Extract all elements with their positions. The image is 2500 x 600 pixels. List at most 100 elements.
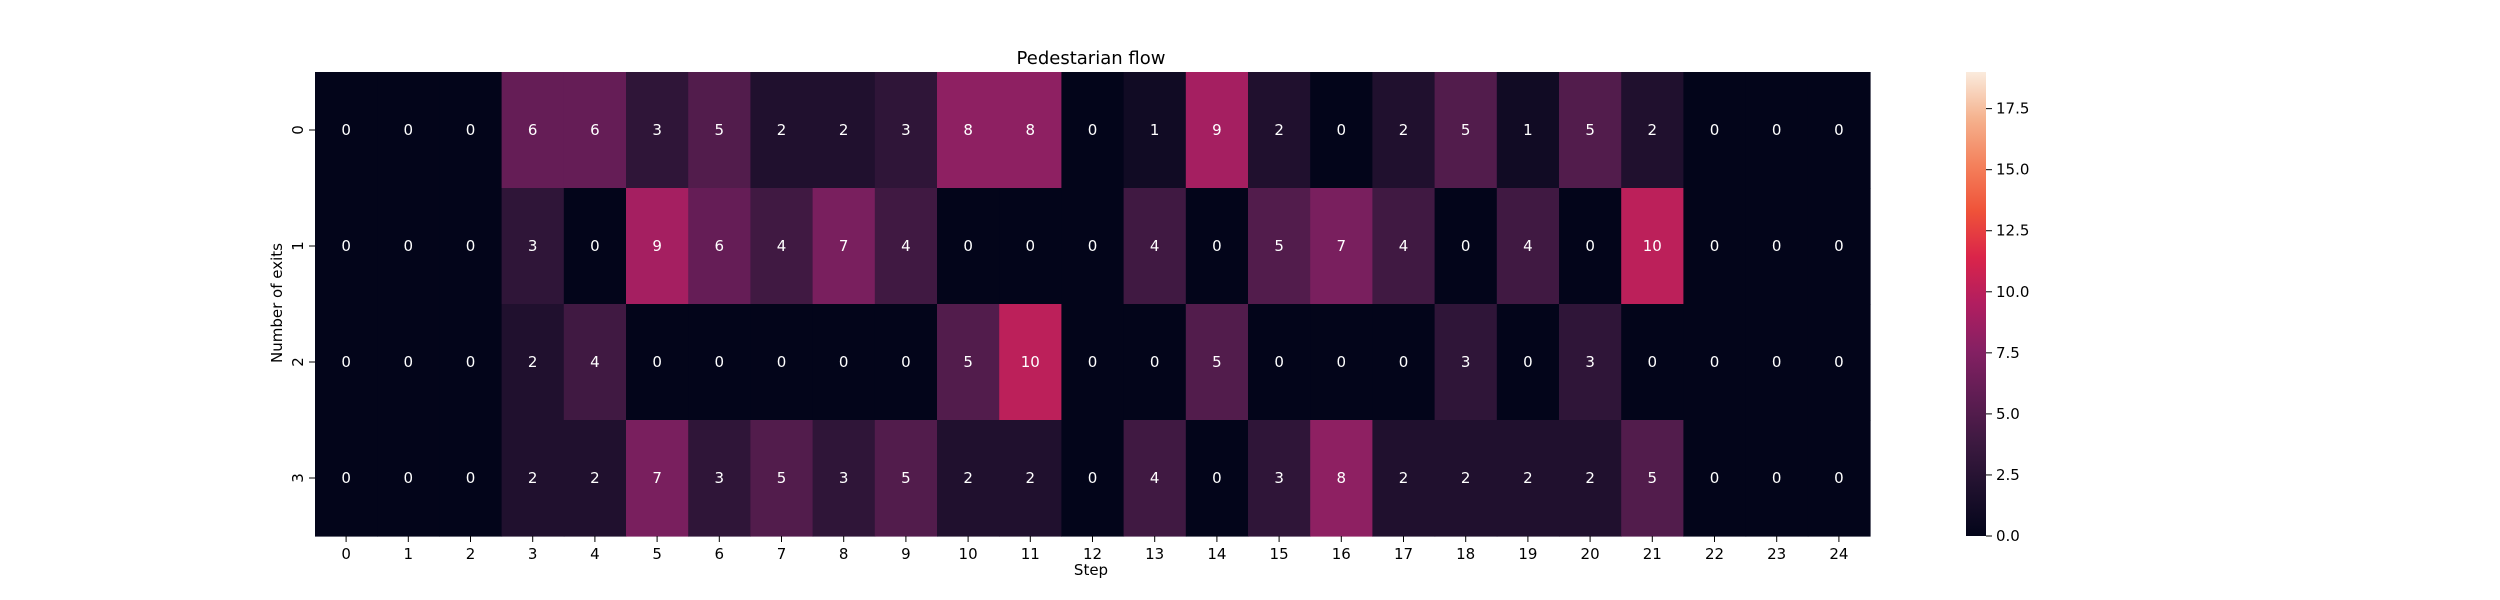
heatmap-cell [1559, 72, 1622, 189]
heatmap-cell [1807, 420, 1871, 537]
cell-value-label: 1 [1523, 121, 1533, 139]
cell-value-label: 0 [1834, 353, 1844, 371]
cell-value-label: 2 [1523, 469, 1533, 487]
heatmap-cell [1745, 420, 1809, 537]
heatmap-cell [315, 420, 378, 537]
cell-value-label: 2 [1399, 121, 1409, 139]
cell-value-label: 0 [1088, 121, 1098, 139]
cell-value-label: 8 [1337, 469, 1347, 487]
heatmap-cell [1248, 420, 1311, 537]
heatmap-cell [626, 188, 689, 305]
heatmap-cell [688, 420, 751, 537]
heatmap-cell [501, 304, 565, 421]
cell-value-label: 0 [839, 353, 849, 371]
cell-value-label: 3 [1585, 353, 1595, 371]
cell-value-label: 2 [590, 469, 600, 487]
heatmap-cell [501, 72, 565, 189]
cell-value-label: 5 [1648, 469, 1658, 487]
x-tick-label: 9 [901, 545, 911, 563]
heatmap-cell [439, 420, 503, 537]
cell-value-label: 0 [1710, 353, 1720, 371]
heatmap-cell [1248, 304, 1311, 421]
x-axis-label: Step [1074, 561, 1108, 579]
heatmap-cell [439, 304, 503, 421]
x-tick-label: 16 [1332, 545, 1351, 563]
heatmap-cell [1807, 304, 1871, 421]
heatmap-cell [1310, 420, 1373, 537]
cell-value-label: 0 [1461, 237, 1471, 255]
heatmap-cell [874, 188, 938, 305]
heatmap-cell [1061, 304, 1125, 421]
heatmap-cell [1434, 72, 1498, 189]
heatmap-cell [999, 420, 1062, 537]
heatmap-cell [626, 304, 689, 421]
heatmap-cell [1807, 72, 1871, 189]
cell-value-label: 0 [466, 121, 476, 139]
cell-value-label: 3 [901, 121, 911, 139]
heatmap-cell [1496, 304, 1560, 421]
heatmap-cell [999, 72, 1062, 189]
heatmap-cell [1496, 420, 1560, 537]
cell-value-label: 2 [528, 469, 538, 487]
colorbar-tick-label: 2.5 [1996, 466, 2020, 484]
x-tick-label: 23 [1767, 545, 1786, 563]
x-tick-label: 5 [652, 545, 662, 563]
cell-value-label: 4 [1150, 237, 1160, 255]
cell-value-label: 8 [1026, 121, 1036, 139]
cell-value-label: 1 [1150, 121, 1160, 139]
heatmap-cell [563, 420, 627, 537]
heatmap-cell [501, 420, 565, 537]
heatmap-cell [1496, 188, 1560, 305]
heatmap-cell [1123, 188, 1187, 305]
x-tick-label: 18 [1456, 545, 1475, 563]
cell-value-label: 0 [1274, 353, 1284, 371]
heatmap-cell [626, 72, 689, 189]
heatmap-cell [1310, 72, 1373, 189]
y-tick-label: 3 [289, 473, 307, 483]
cell-value-label: 5 [777, 469, 787, 487]
cell-value-label: 5 [1212, 353, 1222, 371]
heatmap-cell [626, 420, 689, 537]
x-tick-label: 7 [777, 545, 787, 563]
cell-value-label: 0 [1088, 353, 1098, 371]
heatmap-cell [315, 188, 378, 305]
colorbar-tick-label: 17.5 [1996, 100, 2029, 118]
heatmap-cell [1434, 420, 1498, 537]
cell-value-label: 3 [1461, 353, 1471, 371]
cell-value-label: 0 [963, 237, 973, 255]
heatmap-cell [1621, 420, 1684, 537]
heatmap-cell [1123, 420, 1187, 537]
heatmap-cell [315, 72, 378, 189]
cell-value-label: 0 [466, 237, 476, 255]
cell-value-label: 3 [1274, 469, 1284, 487]
cell-value-label: 0 [1585, 237, 1595, 255]
x-tick-label: 20 [1581, 545, 1600, 563]
x-axis: 0 1 2 3 4 5 6 7 8 9 10 11 12 13 14 15 16 17 18 19 20 21 22 23 24 [341, 536, 1848, 563]
cell-value-label: 0 [715, 353, 725, 371]
heatmap-cell [937, 304, 1000, 421]
heatmap-cell [563, 304, 627, 421]
heatmap-cell [1434, 188, 1498, 305]
heatmap-cell [1745, 188, 1809, 305]
heatmap-cell [1372, 420, 1436, 537]
heatmap-cell [750, 420, 814, 537]
cell-value-label: 0 [404, 469, 414, 487]
heatmap-cell [874, 72, 938, 189]
cell-value-label: 7 [1337, 237, 1347, 255]
heatmap-cell [1310, 304, 1373, 421]
heatmap-cell [1621, 188, 1684, 305]
heatmap-cell [1745, 304, 1809, 421]
cell-value-label: 0 [1648, 353, 1658, 371]
heatmap-cell [937, 188, 1000, 305]
cell-value-label: 0 [1088, 469, 1098, 487]
cell-value-label: 4 [777, 237, 787, 255]
cell-value-label: 0 [1026, 237, 1036, 255]
x-tick-label: 19 [1518, 545, 1537, 563]
cell-value-label: 9 [652, 237, 662, 255]
heatmap-cell [999, 188, 1062, 305]
heatmap-cell [1123, 72, 1187, 189]
heatmap-cell [1185, 304, 1249, 421]
heatmap-cell [1621, 72, 1684, 189]
cell-value-label: 0 [341, 469, 351, 487]
heatmap-cell [1683, 188, 1747, 305]
